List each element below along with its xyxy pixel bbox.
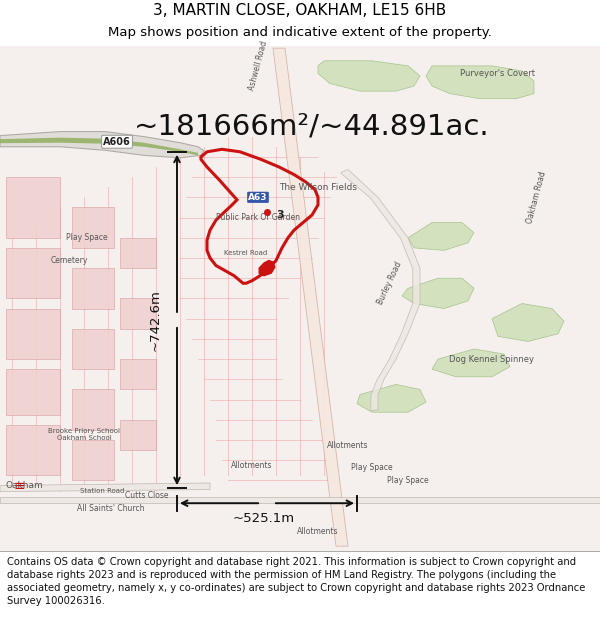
Polygon shape: [408, 222, 474, 251]
Text: ~525.1m: ~525.1m: [233, 512, 295, 525]
Bar: [72, 389, 114, 430]
Text: Cutts Close: Cutts Close: [125, 491, 169, 500]
Text: Public Park Or Garden: Public Park Or Garden: [216, 213, 300, 222]
Bar: [120, 298, 156, 329]
Text: The Wilson Fields: The Wilson Fields: [279, 182, 357, 192]
Text: Contains OS data © Crown copyright and database right 2021. This information is : Contains OS data © Crown copyright and d…: [7, 557, 586, 606]
Bar: [120, 238, 156, 268]
Text: Allotments: Allotments: [327, 441, 369, 449]
Text: Oakham Road: Oakham Road: [526, 170, 548, 224]
Polygon shape: [0, 497, 600, 503]
Bar: [6, 248, 60, 298]
Text: Map shows position and indicative extent of the property.: Map shows position and indicative extent…: [108, 26, 492, 39]
Text: Play Space: Play Space: [351, 463, 393, 472]
Text: Station Road: Station Road: [80, 488, 124, 494]
Text: Ashwell Road: Ashwell Road: [247, 40, 269, 92]
Polygon shape: [426, 66, 534, 99]
Text: Play Space: Play Space: [66, 233, 108, 242]
Text: ~742.6m: ~742.6m: [148, 289, 161, 351]
Bar: [72, 268, 114, 309]
Polygon shape: [402, 278, 474, 309]
Polygon shape: [0, 138, 198, 156]
Text: Oakham: Oakham: [5, 481, 43, 490]
Bar: [72, 440, 114, 481]
Text: ≡: ≡: [13, 479, 25, 492]
Text: Dog Kennel Spinney: Dog Kennel Spinney: [449, 354, 535, 364]
Text: Burley Road: Burley Road: [376, 261, 404, 306]
Text: All Saints' Church: All Saints' Church: [77, 504, 145, 512]
Polygon shape: [273, 48, 348, 546]
Polygon shape: [492, 304, 564, 341]
Bar: [72, 329, 114, 369]
Text: A606: A606: [103, 137, 131, 147]
Polygon shape: [259, 261, 275, 276]
Text: Allotments: Allotments: [231, 461, 273, 470]
Text: 3, MARTIN CLOSE, OAKHAM, LE15 6HB: 3, MARTIN CLOSE, OAKHAM, LE15 6HB: [154, 2, 446, 18]
Polygon shape: [432, 349, 510, 377]
Text: Purveyor's Covert: Purveyor's Covert: [461, 69, 536, 78]
Bar: [6, 425, 60, 476]
Bar: [6, 369, 60, 415]
Text: Allotments: Allotments: [297, 526, 339, 536]
Text: A63: A63: [248, 192, 268, 202]
Text: Play Space: Play Space: [387, 476, 429, 485]
Text: Kestrel Road: Kestrel Road: [224, 250, 268, 256]
Bar: [120, 420, 156, 450]
Bar: [6, 177, 60, 238]
Text: ~181666m²/~44.891ac.: ~181666m²/~44.891ac.: [134, 112, 490, 141]
Polygon shape: [0, 132, 204, 158]
Text: Cemetery: Cemetery: [50, 256, 88, 265]
Bar: [6, 309, 60, 359]
Bar: [120, 359, 156, 389]
Polygon shape: [0, 483, 210, 492]
Polygon shape: [318, 61, 420, 91]
Text: 3: 3: [276, 210, 284, 220]
Polygon shape: [357, 384, 426, 412]
Polygon shape: [341, 169, 420, 411]
Text: Brooke Priory School
Oakham School: Brooke Priory School Oakham School: [48, 429, 120, 441]
Bar: [72, 208, 114, 248]
